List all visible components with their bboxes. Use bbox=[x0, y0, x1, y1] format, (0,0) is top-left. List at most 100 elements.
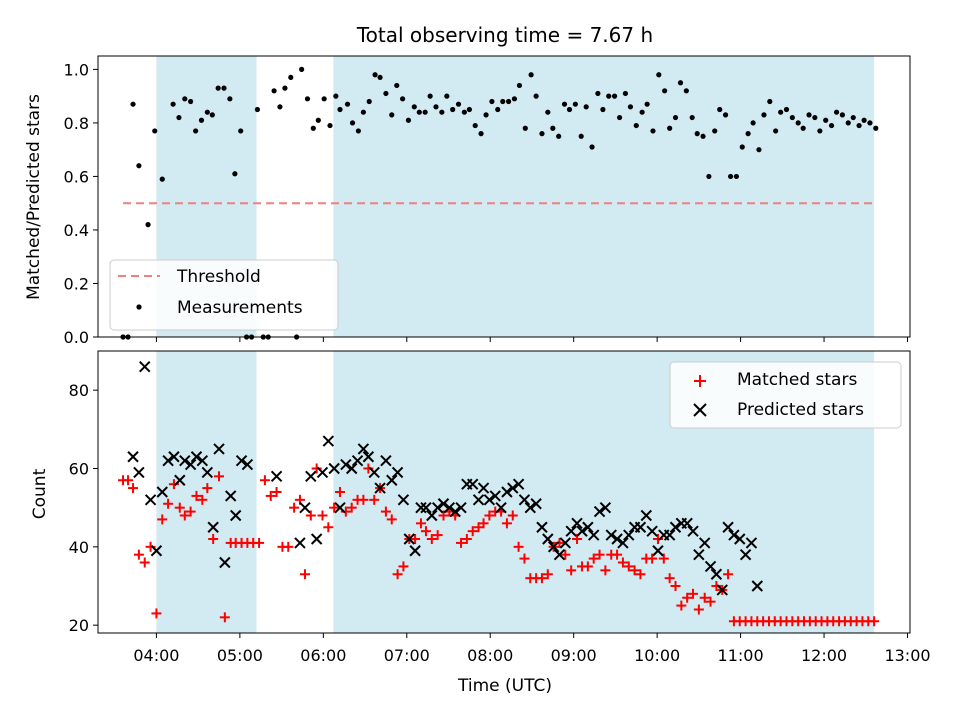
measurement-point bbox=[639, 109, 645, 115]
predicted-stars-point bbox=[669, 521, 682, 533]
measurement-point bbox=[733, 173, 740, 180]
matched-stars-point bbox=[163, 498, 174, 509]
predicted-stars-point-b bbox=[144, 494, 157, 506]
measurement-point bbox=[545, 109, 551, 115]
predicted-stars-point-b bbox=[156, 486, 168, 498]
measurement-point bbox=[405, 117, 412, 123]
predicted-stars-point bbox=[420, 501, 432, 514]
measurement-point bbox=[411, 104, 417, 110]
matched-stars-point bbox=[139, 557, 150, 568]
measurement-point bbox=[689, 114, 695, 121]
bottom-y-axis-label: Count bbox=[30, 468, 50, 519]
measurement-point bbox=[611, 93, 618, 99]
predicted-stars-point-b bbox=[495, 501, 507, 514]
measurement-point bbox=[683, 88, 689, 94]
matched-stars-point bbox=[467, 526, 478, 537]
predicted-stars-point bbox=[184, 458, 197, 471]
matched-stars-point bbox=[484, 510, 495, 521]
predicted-stars-point bbox=[397, 494, 410, 506]
measurement-point bbox=[700, 133, 706, 139]
predicted-stars-point-b bbox=[728, 529, 740, 541]
predicted-stars-point bbox=[722, 521, 734, 533]
measurement-point bbox=[756, 147, 762, 153]
predicted-stars-point-b bbox=[716, 584, 728, 596]
predicted-stars-point-b bbox=[611, 533, 623, 545]
predicted-stars-point bbox=[530, 498, 542, 510]
measurement-point bbox=[483, 112, 489, 118]
measurement-point bbox=[800, 125, 806, 131]
matched-stars-point bbox=[420, 526, 431, 537]
measurement-point bbox=[136, 163, 142, 169]
predicted-stars-point-b bbox=[201, 466, 214, 479]
measurement-point bbox=[795, 120, 801, 126]
predicted-stars-point-b bbox=[310, 533, 323, 545]
matched-stars-point bbox=[600, 565, 611, 576]
top-y-tick-label: 0.2 bbox=[64, 274, 89, 293]
x-tick-label: 13:00 bbox=[884, 646, 930, 665]
measurement-point bbox=[310, 125, 316, 131]
measurement-point bbox=[372, 72, 378, 78]
matched-stars-point bbox=[208, 534, 219, 544]
predicted-stars-point bbox=[681, 517, 693, 530]
predicted-stars-point bbox=[553, 548, 566, 561]
predicted-stars-point-b bbox=[409, 545, 421, 557]
matched-stars-point bbox=[507, 510, 518, 521]
predicted-stars-point-b bbox=[640, 509, 652, 522]
measurement-point bbox=[561, 101, 568, 107]
predicted-stars-point-b bbox=[698, 537, 711, 549]
measurement-point bbox=[344, 101, 351, 107]
measurements-legend-swatch bbox=[136, 304, 142, 310]
matched-stars-point bbox=[560, 549, 571, 560]
top-y-tick-label: 0.0 bbox=[64, 328, 89, 347]
predicted-stars-point bbox=[501, 486, 513, 498]
matched-stars-point bbox=[629, 565, 640, 576]
predicted-stars-point-b bbox=[472, 494, 485, 506]
predicted-stars-point bbox=[571, 517, 583, 530]
matched-stars-point bbox=[519, 553, 530, 564]
predicted-stars-point bbox=[623, 529, 635, 541]
measurement-point bbox=[739, 144, 745, 150]
matched-stars-point bbox=[664, 573, 675, 584]
measurement-point bbox=[850, 114, 856, 121]
measurement-point bbox=[861, 117, 867, 123]
predicted-stars-point bbox=[652, 545, 664, 557]
predicted-stars-point-b bbox=[380, 454, 392, 467]
predicted-stars-point bbox=[542, 533, 554, 545]
predicted-stars-point bbox=[466, 478, 479, 490]
matched-stars-point bbox=[386, 514, 397, 525]
measurement-point bbox=[672, 114, 679, 121]
predicted-stars-point-b bbox=[340, 458, 352, 471]
predicted-stars-point-b bbox=[241, 458, 254, 471]
matched-stars-point bbox=[191, 490, 202, 501]
measurement-point bbox=[455, 101, 462, 107]
matched-legend-swatch bbox=[694, 375, 706, 387]
measurement-point bbox=[627, 104, 634, 110]
matched-stars-point bbox=[635, 569, 646, 580]
measurement-point bbox=[337, 106, 343, 113]
predicted-stars-point bbox=[174, 474, 186, 486]
measurement-point bbox=[215, 85, 221, 91]
predicted-stars-point-b bbox=[374, 482, 386, 494]
matched-stars-point bbox=[438, 510, 449, 521]
matched-stars-point bbox=[658, 553, 669, 564]
predicted-stars-point bbox=[316, 466, 329, 479]
measurement-point bbox=[333, 93, 339, 99]
predicted-legend-swatch bbox=[693, 403, 707, 417]
x-tick-label: 05:00 bbox=[217, 646, 263, 665]
predicted-stars-point-b bbox=[213, 443, 225, 455]
predicted-stars-point bbox=[576, 525, 588, 537]
predicted-stars-point bbox=[409, 545, 421, 557]
predicted-stars-point bbox=[693, 548, 705, 561]
matched-stars-point bbox=[197, 494, 208, 505]
predicted-stars-point-b bbox=[322, 435, 335, 447]
predicted-stars-point bbox=[224, 490, 237, 502]
measurement-point bbox=[422, 109, 428, 115]
top-y-tick-label: 0.8 bbox=[64, 114, 89, 133]
measurement-point bbox=[750, 120, 756, 126]
measurement-point bbox=[745, 131, 751, 137]
predicted-stars-point-b bbox=[536, 521, 548, 533]
matched-stars-point bbox=[271, 487, 282, 497]
top-y-tick-label: 0.6 bbox=[64, 167, 89, 186]
measurement-point bbox=[152, 128, 158, 134]
predicted-stars-point bbox=[133, 466, 145, 479]
